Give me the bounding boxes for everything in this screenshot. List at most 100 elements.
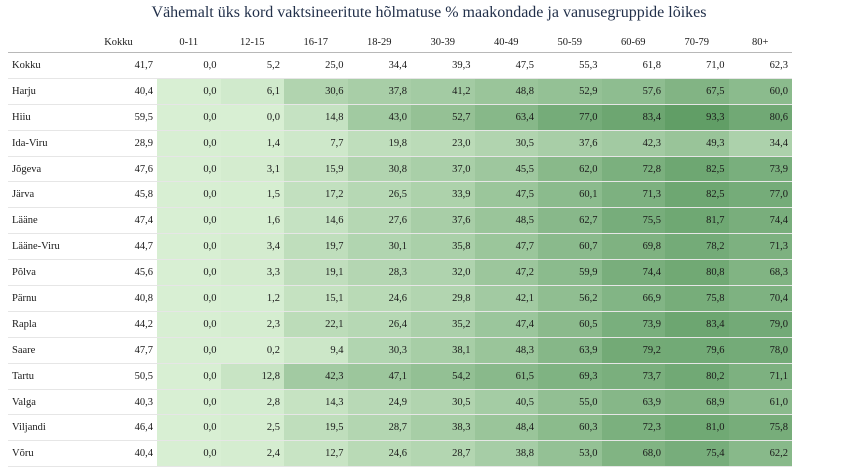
heat-cell: 32,0: [411, 259, 475, 287]
header-age-group: 50-59: [557, 36, 583, 48]
heat-cell: 45,5: [474, 156, 538, 183]
heat-cell: 79,2: [601, 337, 665, 364]
heat-cell: 0,0: [157, 104, 221, 131]
total-cell: 50,5: [80, 363, 157, 390]
heat-cell: 47,5: [474, 181, 538, 209]
heat-cell: 60,5: [538, 311, 602, 338]
heat-cell: 72,3: [601, 414, 665, 442]
heat-cell: 68,9: [665, 389, 729, 416]
heat-cell: 79,6: [665, 337, 729, 364]
heat-cell: 52,9: [538, 78, 602, 105]
heat-cell: 93,3: [665, 104, 729, 131]
heat-cell: 62,2: [728, 440, 792, 467]
heat-cell: 73,7: [601, 363, 665, 390]
heat-cell: 61,5: [474, 363, 538, 390]
heat-cell: 78,0: [728, 337, 792, 364]
total-cell: 40,8: [80, 285, 157, 312]
heatmap-table: Kokku 0-11 12-15 16-17 18-29 30-39 40-49 50-59…: [8, 32, 792, 467]
heat-cell: 49,3: [665, 130, 729, 157]
heatmap-body: Kokku 41,7 0,0 5,2 25,0 34,4 39,3 47,5 55,3 61,8 7…: [8, 52, 792, 467]
heat-cell: 37,0: [411, 156, 475, 183]
total-cell: 41,7: [80, 52, 157, 79]
row-label: Harju: [8, 78, 80, 105]
heat-cell: 75,5: [601, 207, 665, 235]
heat-cell: 71,3: [728, 233, 792, 261]
table-row: Valga 40,3 0,0 2,8 14,3 24,9 30,5 40,5 55,0 63,9 6…: [8, 389, 792, 416]
heat-cell: 60,7: [538, 233, 602, 261]
heat-cell: 60,3: [538, 414, 602, 442]
heat-cell: 0,0: [157, 130, 221, 157]
heat-cell: 37,8: [347, 78, 411, 105]
heat-cell: 17,2: [284, 181, 348, 209]
heat-cell: 75,8: [728, 414, 792, 442]
heat-cell: 33,9: [411, 181, 475, 209]
heat-cell: 3,1: [220, 156, 284, 183]
table-row: Lääne-Viru 44,7 0,0 3,4 19,7 30,1 35,8 47,7 60,7…: [8, 233, 792, 261]
table-row: Järva 45,8 0,0 1,5 17,2 26,5 33,9 47,5 60,1 71,3 8…: [8, 181, 792, 209]
row-label: Rapla: [8, 311, 80, 338]
heat-cell: 75,4: [665, 440, 729, 467]
heat-cell: 69,3: [538, 363, 602, 390]
heat-cell: 24,6: [347, 440, 411, 467]
heat-cell: 28,3: [347, 259, 411, 287]
heat-cell: 38,3: [411, 414, 475, 442]
heat-cell: 61,8: [601, 52, 665, 79]
heat-cell: 30,8: [347, 156, 411, 183]
heat-cell: 48,5: [474, 207, 538, 235]
heat-cell: 48,8: [474, 78, 538, 105]
heat-cell: 43,0: [347, 104, 411, 131]
heat-cell: 41,2: [411, 78, 475, 105]
heat-cell: 74,4: [601, 259, 665, 287]
heat-cell: 77,0: [728, 181, 792, 209]
header-row: Kokku 0-11 12-15 16-17 18-29 30-39 40-49 50-59…: [8, 32, 792, 53]
heat-cell: 14,6: [284, 207, 348, 235]
heat-cell: 68,0: [601, 440, 665, 467]
total-cell: 44,7: [80, 233, 157, 261]
heat-cell: 1,5: [220, 181, 284, 209]
heat-cell: 5,2: [220, 52, 284, 79]
heat-cell: 14,3: [284, 389, 348, 416]
heat-cell: 27,6: [347, 207, 411, 235]
total-cell: 45,8: [80, 181, 157, 209]
heat-cell: 2,8: [220, 389, 284, 416]
table-row: Rapla 44,2 0,0 2,3 22,1 26,4 35,2 47,4 60,5 73,9 8…: [8, 311, 792, 338]
heat-cell: 63,4: [474, 104, 538, 131]
table-row: Harju 40,4 0,0 6,1 30,6 37,8 41,2 48,8 52,9 57,6 6…: [8, 78, 792, 105]
heat-cell: 30,5: [474, 130, 538, 157]
heat-cell: 37,6: [538, 130, 602, 157]
heat-cell: 15,1: [284, 285, 348, 312]
heat-cell: 6,1: [220, 78, 284, 105]
heat-cell: 56,2: [538, 285, 602, 312]
header-corner: [8, 32, 80, 53]
row-label: Pärnu: [8, 285, 80, 312]
heat-cell: 59,9: [538, 259, 602, 287]
heat-cell: 61,0: [728, 389, 792, 416]
heat-cell: 19,7: [284, 233, 348, 261]
header-age-group: 18-29: [367, 36, 392, 48]
heat-cell: 0,0: [157, 285, 221, 312]
heat-cell: 0,0: [157, 440, 221, 467]
row-label: Lääne: [8, 207, 80, 235]
heat-cell: 30,5: [411, 389, 475, 416]
heat-cell: 73,9: [728, 156, 792, 183]
heat-cell: 63,9: [538, 337, 602, 364]
heat-cell: 0,0: [157, 207, 221, 235]
heat-cell: 37,6: [411, 207, 475, 235]
header-total: Kokku: [104, 36, 133, 48]
heat-cell: 62,3: [728, 52, 792, 79]
heat-cell: 12,7: [284, 440, 348, 467]
heat-cell: 1,4: [220, 130, 284, 157]
heat-cell: 73,9: [601, 311, 665, 338]
heat-cell: 47,2: [474, 259, 538, 287]
heat-cell: 0,0: [157, 311, 221, 338]
heat-cell: 0,0: [157, 363, 221, 390]
heat-cell: 0,0: [157, 389, 221, 416]
heat-cell: 82,5: [665, 156, 729, 183]
heat-cell: 0,2: [220, 337, 284, 364]
row-label: Hiiu: [8, 104, 80, 131]
total-cell: 40,3: [80, 389, 157, 416]
chart-title: Vähemalt üks kord vaktsineeritute hõlmat…: [151, 4, 707, 21]
heat-cell: 1,6: [220, 207, 284, 235]
table-row: Jõgeva 47,6 0,0 3,1 15,9 30,8 37,0 45,5 62,0 72,8…: [8, 156, 792, 183]
heat-cell: 68,3: [728, 259, 792, 287]
